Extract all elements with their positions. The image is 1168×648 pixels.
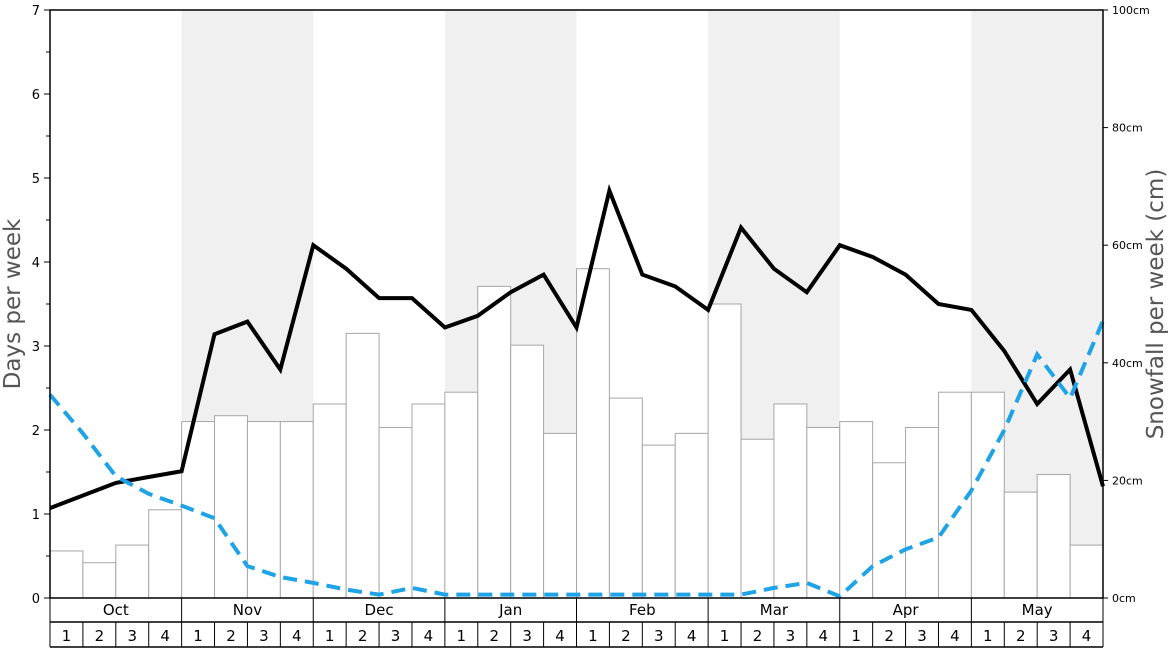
week-label: 3: [917, 627, 927, 645]
y-left-tick-label: 7: [32, 4, 40, 19]
week-label: 4: [819, 627, 829, 645]
week-label: 2: [621, 627, 631, 645]
week-label: 1: [720, 627, 730, 645]
snowfall-bar: [872, 462, 907, 599]
y-left-tick-label: 3: [32, 340, 40, 355]
week-label: 1: [457, 627, 467, 645]
week-label: 3: [1049, 627, 1059, 645]
snowfall-bar: [214, 415, 248, 599]
week-label: 1: [325, 627, 335, 645]
month-label: Feb: [629, 601, 656, 619]
snowfall-bar: [1069, 544, 1104, 599]
week-label: 1: [62, 627, 72, 645]
month-label: May: [1022, 601, 1053, 619]
snowfall-bar: [1036, 474, 1071, 599]
snowfall-bar: [543, 432, 577, 599]
week-label: 4: [160, 627, 170, 645]
y-axis-left-label: Days per week: [0, 218, 26, 389]
y-left-tick-label: 4: [32, 256, 40, 271]
snowfall-bar: [707, 303, 742, 599]
snowfall-bar: [510, 344, 545, 599]
snowfall-bar: [608, 397, 643, 599]
week-label: 4: [1082, 627, 1092, 645]
snowfall-bar: [411, 403, 446, 599]
week-label: 2: [489, 627, 499, 645]
week-label: 2: [1016, 627, 1026, 645]
y-right-tick-label: 60cm: [1112, 239, 1143, 252]
week-label: 4: [687, 627, 697, 645]
snowfall-bar: [576, 268, 610, 599]
week-label: 2: [226, 627, 236, 645]
x-axis: Oct Nov Dec Jan Feb Mar Apr May 1 2 3 4 1 2 3 4 1 2 3 4 1 2 3 4…: [49, 598, 1104, 648]
week-label: 3: [786, 627, 796, 645]
week-label: 1: [193, 627, 203, 645]
snowfall-bar: [345, 332, 380, 599]
snowfall-bar: [970, 391, 1005, 599]
week-label: 4: [292, 627, 302, 645]
snow-days-line: [49, 183, 1105, 510]
week-label: 2: [95, 627, 105, 645]
y-left-tick-label: 0: [32, 592, 40, 607]
axes: 0 1 2 3 4 5 6 7 0cm 20cm 40cm 60cm 80cm 100cm: [32, 4, 1150, 607]
week-label: 1: [983, 627, 993, 645]
snowfall-bar: [1003, 491, 1038, 599]
week-label: 2: [884, 627, 894, 645]
month-label: Jan: [498, 601, 522, 619]
week-label: 4: [555, 627, 565, 645]
y-right-tick-label: 80cm: [1112, 122, 1143, 135]
snowfall-bar: [279, 421, 314, 599]
snowfall-bar: [49, 550, 84, 599]
snowfall-bar: [115, 544, 150, 599]
month-label: Nov: [233, 601, 262, 619]
snowfall-bar: [641, 444, 676, 599]
y-left-tick-label: 2: [32, 424, 40, 439]
week-label: 3: [259, 627, 269, 645]
week-label: 4: [950, 627, 960, 645]
snowfall-bar: [905, 426, 939, 599]
month-label: Mar: [760, 601, 789, 619]
week-label: 2: [753, 627, 763, 645]
y-left-tick-label: 5: [32, 172, 40, 187]
y-left-tick-label: 1: [32, 508, 40, 523]
snowfall-bar: [477, 285, 512, 599]
dashed-blue-line: [48, 320, 1105, 599]
y-axis-right-label: Snowfall per week (cm): [1143, 169, 1168, 440]
month-label: Oct: [103, 601, 129, 619]
snowfall-bar: [82, 562, 117, 599]
week-label: 3: [654, 627, 664, 645]
snowfall-bar: [312, 403, 347, 599]
y-right-tick-label: 20cm: [1112, 474, 1143, 487]
month-label: Apr: [893, 601, 920, 619]
week-label: 1: [851, 627, 861, 645]
week-label: 3: [127, 627, 137, 645]
snowfall-bar: [148, 509, 183, 599]
y-right-tick-label: 100cm: [1112, 4, 1150, 17]
y-left-tick-label: 6: [32, 88, 40, 103]
week-label: 2: [358, 627, 368, 645]
month-label: Dec: [365, 601, 394, 619]
snowfall-bar: [378, 426, 413, 599]
week-label: 4: [424, 627, 434, 645]
snowfall-bar: [444, 391, 479, 599]
y-right-tick-label: 40cm: [1112, 357, 1143, 370]
snowfall-bar: [674, 432, 709, 599]
snowfall-bar: [773, 403, 808, 599]
lines: [48, 183, 1105, 599]
y-right-tick-label: 0cm: [1112, 592, 1136, 605]
snowfall-bar: [806, 426, 841, 599]
week-label: 3: [391, 627, 401, 645]
snowfall-bar: [740, 438, 775, 599]
week-label: 3: [522, 627, 532, 645]
week-label: 1: [588, 627, 598, 645]
